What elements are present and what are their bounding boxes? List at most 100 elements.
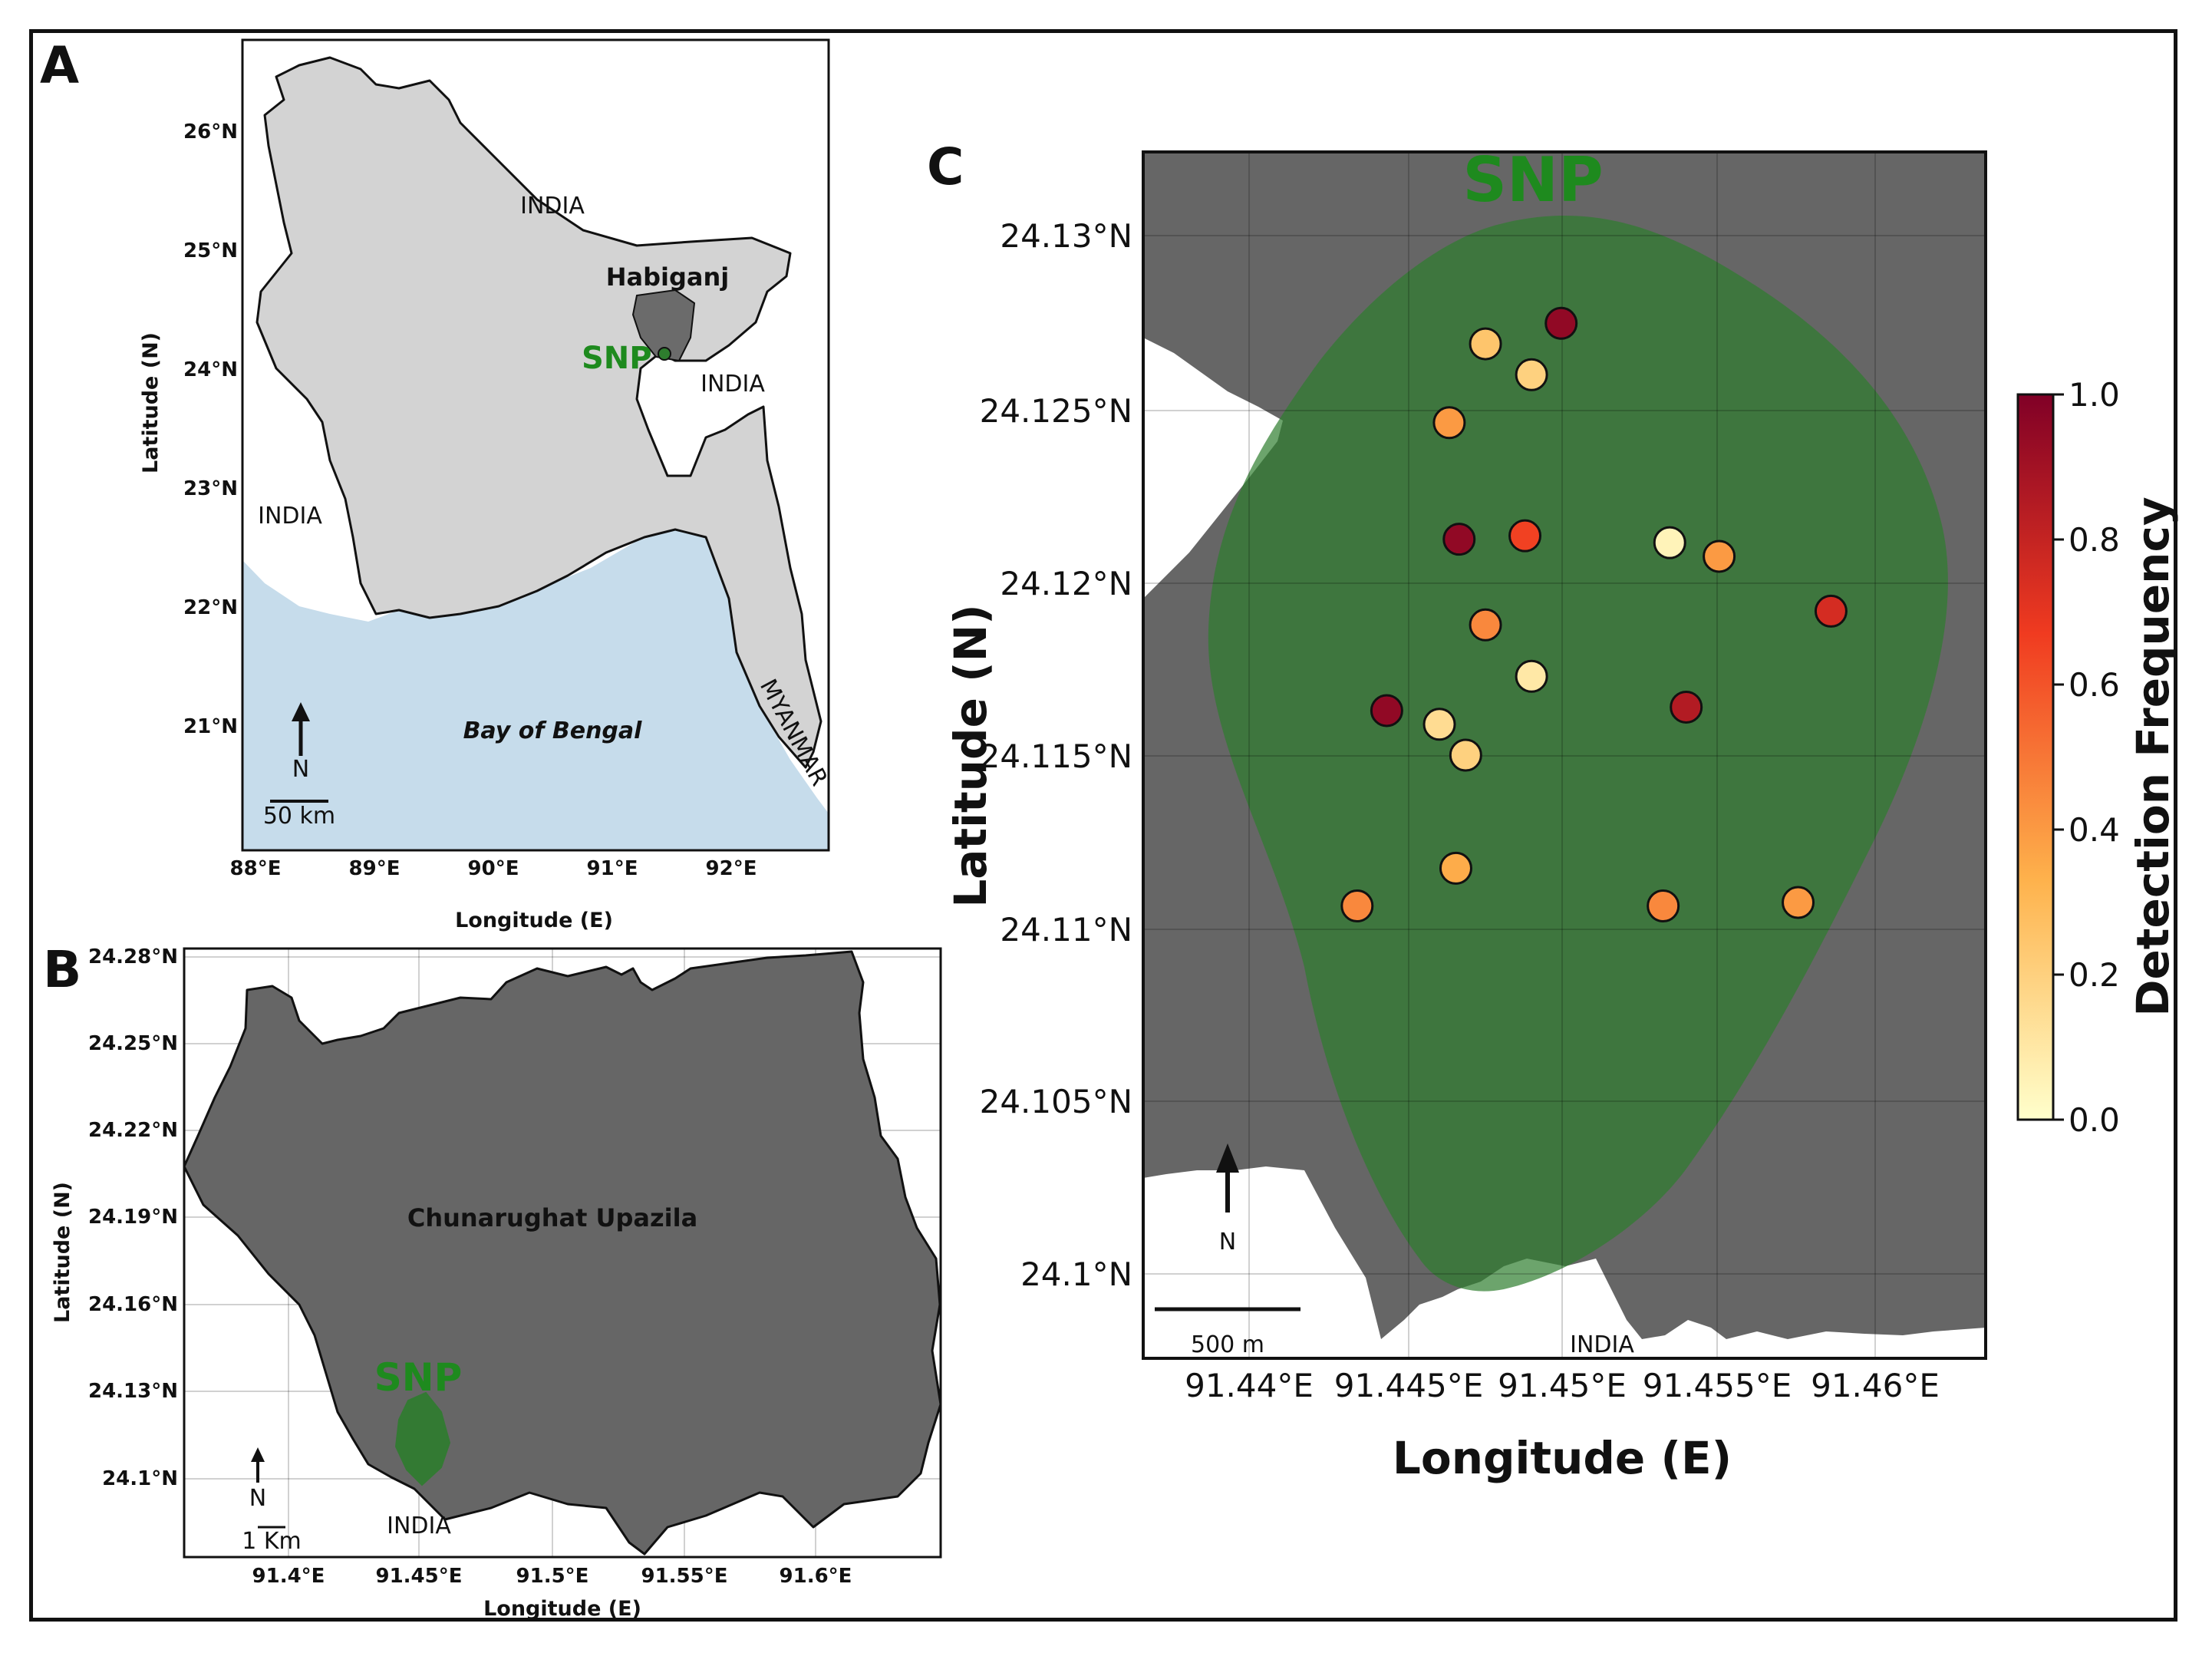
panel-a-xtick: 92°E [706, 857, 757, 880]
panel-c-xtick: 91.455°E [1643, 1367, 1792, 1404]
india-area-northwest [1143, 338, 1283, 599]
scale-label-b: 1 Km [242, 1528, 302, 1555]
habiganj-district [631, 289, 696, 362]
panel-b-ytick: 24.16°N [88, 1293, 178, 1316]
label-bay-of-bengal: Bay of Bengal [463, 718, 643, 744]
detection-point [1508, 519, 1542, 553]
detection-point [1515, 358, 1548, 391]
panel-b-xtick: 91.6°E [780, 1565, 852, 1588]
detection-point [1370, 694, 1403, 728]
panel-c-grid [1143, 152, 1986, 1358]
snp-location-marker [658, 347, 671, 361]
north-arrow-icon [1216, 1143, 1239, 1173]
panel-c-xtick: 91.45°E [1498, 1367, 1627, 1404]
panel-c-xtick: 91.44°E [1185, 1367, 1314, 1404]
label-snp-panel-a: SNP [582, 341, 652, 376]
label-chunarughat-upazila: Chunarughat Upazila [407, 1203, 697, 1232]
panel-b-ytick: 24.19°N [88, 1206, 178, 1229]
detection-point [1653, 526, 1686, 559]
detection-point [1442, 523, 1476, 556]
detection-point [1814, 594, 1848, 628]
panel-b-xtick: 91.4°E [252, 1565, 325, 1588]
panel-a-ytick: 25°N [183, 239, 238, 262]
panel-c-ytick: 24.105°N [980, 1083, 1132, 1120]
panel-b: B 24.28°N 24.25°N 24.22°N 24.19°N 24.16°… [43, 940, 942, 1621]
panel-c-xtick: 91.445°E [1334, 1367, 1484, 1404]
panel-a-frame [241, 38, 830, 852]
panel-c-ytick: 24.1°N [1020, 1255, 1132, 1293]
panel-c-letter: C [927, 137, 964, 196]
panel-a-xtick: 91°E [587, 857, 638, 880]
panel-a-ylabel: Latitude (N) [139, 332, 163, 473]
panel-a-xtick: 90°E [468, 857, 519, 880]
panel-b-xtick: 91.45°E [375, 1565, 462, 1588]
detection-point [1439, 851, 1472, 885]
panel-b-frame [183, 947, 942, 1559]
colorbar-tick-label: 0.2 [2069, 956, 2120, 994]
detection-point [1670, 690, 1703, 724]
colorbar-tick-label: 0.8 [2069, 521, 2120, 559]
panel-c-ytick: 24.125°N [980, 392, 1132, 430]
panel-a-xlabel: Longitude (E) [455, 909, 613, 932]
label-india-north: INDIA [520, 193, 585, 219]
north-arrow-a: N [292, 702, 310, 783]
panel-c-ylabel: Latitude (N) [944, 604, 997, 907]
north-arrow-c: N [1216, 1143, 1239, 1255]
scale-label-c: 500 m [1191, 1331, 1264, 1358]
panel-a-ytick: 21°N [183, 715, 238, 738]
panel-c-ytick: 24.13°N [1000, 217, 1132, 255]
north-label-b: N [249, 1485, 266, 1512]
north-label-a: N [292, 756, 309, 783]
snp-area-panel-b [394, 1391, 451, 1486]
colorbar-tick-label: 0.4 [2069, 811, 2120, 849]
bay-of-bengal-water [242, 530, 829, 850]
label-habiganj: Habiganj [606, 262, 730, 292]
panel-c-xlabel: Longitude (E) [1393, 1432, 1732, 1484]
detection-points-layer [1340, 306, 1848, 922]
colorbar-label: Detection Frequency [2127, 497, 2179, 1016]
detection-point [1449, 738, 1482, 772]
scale-label-a: 50 km [263, 803, 335, 830]
detection-point [1422, 708, 1456, 741]
panel-b-ytick: 24.25°N [88, 1032, 178, 1055]
colorbar-tick-label: 0.6 [2069, 666, 2120, 704]
panel-c-ytick: 24.115°N [980, 737, 1132, 775]
panel-a-ytick: 26°N [183, 120, 238, 144]
india-area-south [1143, 1166, 1986, 1358]
snp-boundary-polygon [1208, 215, 1948, 1292]
colorbar: 1.0 0.8 0.6 0.4 0.2 0.0 Detection Frequency [2016, 376, 2179, 1139]
colorbar-tick-label: 0.0 [2069, 1101, 2120, 1139]
label-india-west: INDIA [258, 503, 322, 530]
panel-a-ytick: 23°N [183, 477, 238, 500]
panel-c-frame [1142, 150, 1987, 1360]
label-india-panel-b: INDIA [387, 1513, 451, 1539]
colorbar-gradient [2016, 393, 2055, 1121]
label-india-panel-c: INDIA [1570, 1331, 1634, 1358]
panel-b-ylabel: Latitude (N) [51, 1182, 74, 1323]
north-arrow-b: N [249, 1447, 266, 1512]
colorbar-tick-label: 1.0 [2069, 376, 2120, 414]
detection-point [1432, 406, 1466, 440]
detection-point [1544, 306, 1578, 340]
detection-point [1782, 886, 1815, 919]
panel-b-ytick: 24.28°N [88, 945, 178, 968]
panel-b-letter: B [43, 940, 81, 999]
bangladesh-landmass [255, 56, 822, 769]
panel-c-ytick: 24.11°N [1000, 911, 1132, 949]
detection-point [1515, 659, 1548, 693]
detection-point [1703, 539, 1736, 573]
panel-c-ytick: 24.12°N [1000, 565, 1132, 602]
north-arrow-icon [251, 1447, 265, 1462]
north-arrow-icon [292, 702, 310, 721]
panel-a-ytick: 24°N [183, 358, 238, 381]
label-india-east: INDIA [701, 371, 765, 398]
panel-b-ytick: 24.1°N [102, 1467, 178, 1490]
figure-frame [29, 29, 2177, 1622]
panel-b-ytick: 24.13°N [88, 1380, 178, 1403]
panel-b-xtick: 91.5°E [516, 1565, 589, 1588]
panel-a-xtick: 89°E [349, 857, 401, 880]
panel-c-xtick: 91.46°E [1811, 1367, 1940, 1404]
panel-a-letter: A [40, 36, 79, 95]
panel-b-ytick: 24.22°N [88, 1119, 178, 1142]
